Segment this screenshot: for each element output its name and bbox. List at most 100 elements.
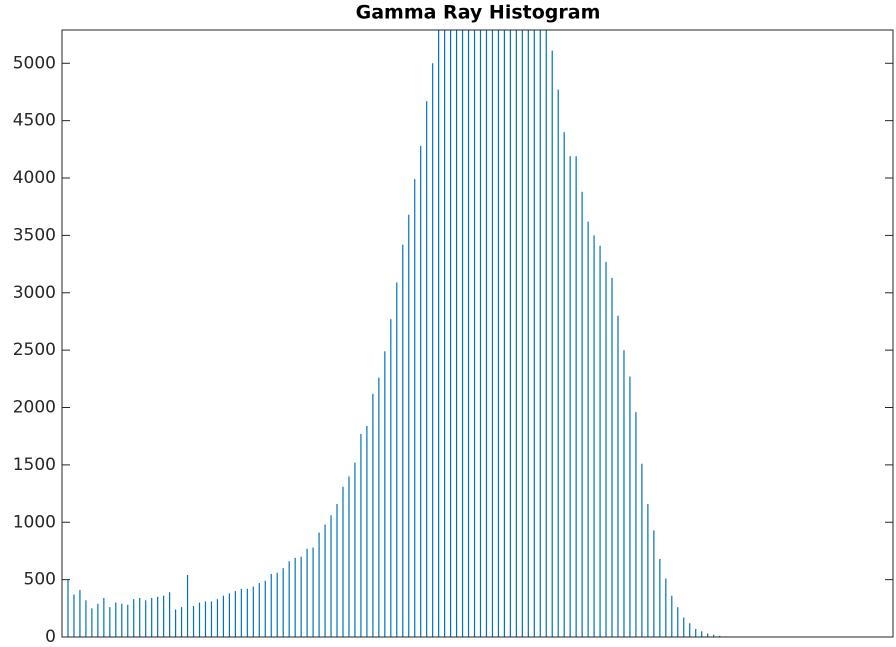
bar — [629, 376, 631, 637]
bar — [659, 558, 661, 637]
bar — [611, 277, 613, 637]
y-tick-label: 4000 — [13, 168, 56, 188]
bar — [617, 315, 619, 637]
bar — [503, 30, 506, 637]
bar — [276, 572, 278, 637]
bar — [79, 589, 81, 637]
bar — [312, 547, 314, 637]
y-tick-label: 0 — [45, 627, 56, 647]
bar — [719, 635, 721, 637]
y-tick-label: 4500 — [13, 111, 56, 131]
bar — [139, 597, 141, 637]
bar — [402, 244, 404, 637]
bar — [467, 30, 470, 637]
bar — [270, 573, 272, 637]
bar — [713, 634, 715, 637]
bar — [599, 245, 601, 637]
bar — [288, 561, 290, 637]
bar — [121, 603, 123, 637]
bar — [216, 599, 219, 637]
bar — [623, 350, 625, 637]
bar — [222, 595, 225, 637]
bar — [515, 30, 517, 637]
bar — [479, 30, 482, 637]
bar — [438, 30, 440, 637]
bar — [91, 608, 93, 637]
bar — [240, 588, 242, 637]
bar — [420, 145, 422, 637]
chart-title: Gamma Ray Histogram — [356, 2, 601, 24]
bar — [707, 633, 709, 637]
bar — [264, 580, 266, 637]
bar — [521, 30, 523, 637]
bar — [491, 30, 494, 637]
bar — [354, 462, 356, 637]
bar — [390, 319, 392, 637]
bar — [157, 596, 159, 637]
bar — [378, 377, 380, 637]
bar — [509, 30, 511, 637]
bar — [408, 214, 410, 637]
bar — [653, 530, 655, 637]
bar — [186, 575, 189, 637]
bar — [539, 30, 541, 637]
bar — [258, 583, 260, 637]
y-tick-label: 1500 — [13, 455, 56, 475]
bar — [545, 30, 547, 637]
bar — [133, 599, 135, 637]
bar — [575, 156, 577, 637]
y-tick-label: 3000 — [13, 283, 56, 303]
bar — [605, 261, 607, 637]
bar — [324, 524, 326, 637]
y-tick-label: 3500 — [13, 225, 56, 245]
bar — [533, 30, 535, 637]
bar — [461, 30, 464, 637]
bar — [360, 433, 362, 637]
bar — [384, 351, 386, 637]
bar — [527, 30, 529, 637]
bar — [671, 595, 673, 637]
bar — [234, 591, 236, 637]
bar — [294, 557, 296, 637]
bar — [563, 132, 565, 637]
bar — [581, 191, 583, 637]
bar — [163, 595, 165, 637]
bar — [444, 30, 446, 637]
bars — [67, 30, 727, 637]
bar — [180, 607, 183, 637]
bar — [210, 601, 213, 637]
bar — [252, 586, 254, 637]
bar — [342, 486, 344, 637]
bar — [683, 617, 685, 637]
y-tick-label: 5000 — [13, 53, 56, 73]
bar — [701, 631, 703, 637]
bar — [557, 89, 559, 637]
bar — [689, 623, 691, 637]
bar — [485, 30, 488, 637]
bar — [414, 179, 416, 637]
bar — [300, 556, 302, 637]
y-tick-label: 2000 — [13, 398, 56, 418]
bar — [318, 532, 320, 637]
axes-box — [61, 29, 894, 638]
bar — [569, 156, 571, 637]
bar — [174, 609, 177, 637]
bar — [348, 476, 350, 637]
bar — [204, 601, 207, 637]
bar — [127, 604, 129, 637]
y-tick-label: 2500 — [13, 340, 56, 360]
bar — [455, 30, 458, 637]
bar — [169, 592, 171, 637]
bar — [396, 282, 398, 637]
bar — [641, 463, 643, 637]
bar — [635, 412, 637, 637]
bar — [97, 603, 99, 637]
bar — [192, 606, 195, 637]
bar — [587, 221, 589, 637]
bar — [665, 578, 667, 637]
bar — [330, 515, 332, 637]
bar — [103, 597, 105, 637]
